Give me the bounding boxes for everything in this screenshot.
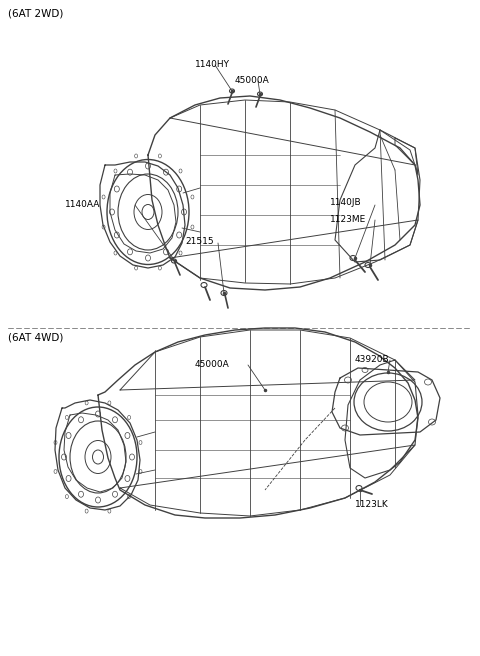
- Text: 1123ME: 1123ME: [330, 215, 366, 224]
- Text: 1123LK: 1123LK: [355, 500, 389, 509]
- Text: 1140HY: 1140HY: [195, 60, 230, 69]
- Text: (6AT 4WD): (6AT 4WD): [8, 333, 63, 343]
- Text: (6AT 2WD): (6AT 2WD): [8, 8, 63, 18]
- Text: 45000A: 45000A: [235, 76, 270, 85]
- Text: 21515: 21515: [185, 237, 214, 246]
- Text: 1140AA: 1140AA: [65, 200, 100, 209]
- Text: 1140JB: 1140JB: [330, 198, 361, 207]
- Text: 43920B: 43920B: [355, 355, 390, 364]
- Text: 45000A: 45000A: [195, 360, 230, 369]
